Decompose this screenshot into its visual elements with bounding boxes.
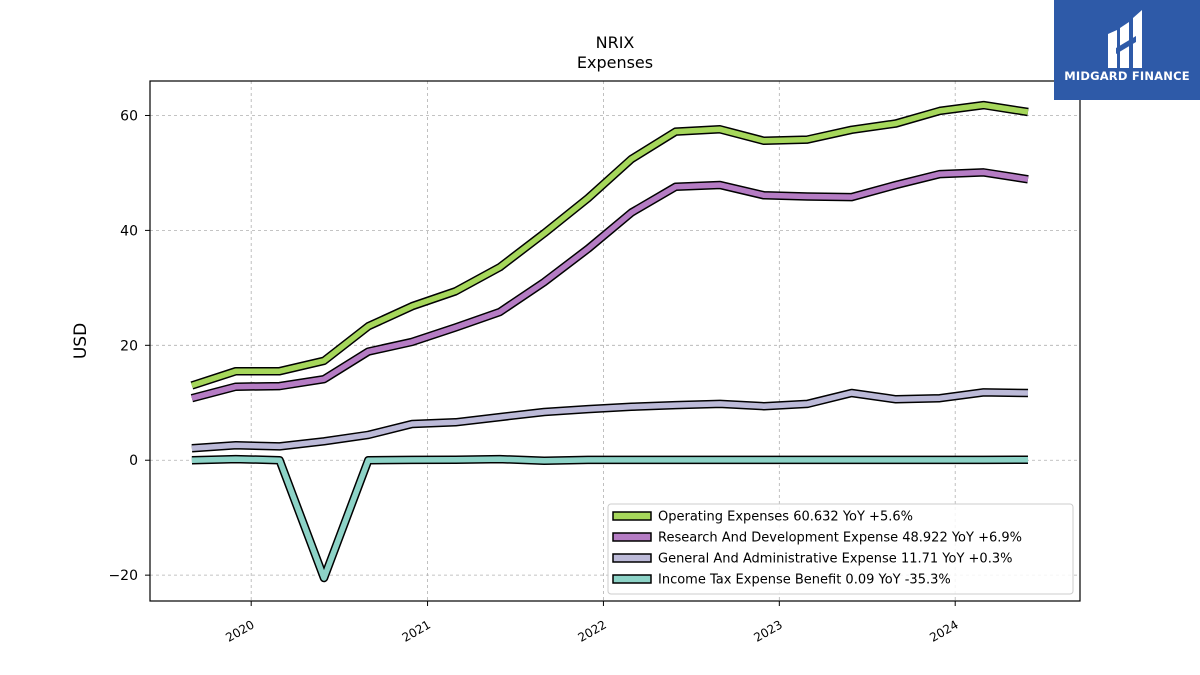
legend-entry: Research And Development Expense 48.922 … xyxy=(658,531,1022,546)
legend-entry: Income Tax Expense Benefit 0.09 YoY -35.… xyxy=(658,573,951,588)
series-line xyxy=(191,389,1029,451)
series-line xyxy=(191,169,1029,401)
y-tick-label: −20 xyxy=(108,568,138,584)
series-line-outline xyxy=(190,100,1029,390)
y-tick-label: 0 xyxy=(129,453,138,469)
legend-box xyxy=(607,503,1074,595)
legend-entry: General And Administrative Expense 11.71… xyxy=(658,552,1012,567)
brand-logo: MIDGARD FINANCE xyxy=(1054,0,1200,100)
series-1 xyxy=(190,168,1029,403)
series-2 xyxy=(191,388,1029,453)
x-tick-label: 2020 xyxy=(223,617,256,644)
legend-swatch xyxy=(612,574,652,584)
y-tick-label: 60 xyxy=(120,108,138,124)
y-tick-label: 20 xyxy=(120,338,138,354)
legend-swatch xyxy=(612,553,652,563)
plot-frame xyxy=(149,80,1081,602)
brand-name: MIDGARD FINANCE xyxy=(1064,69,1190,83)
legend-entry: Operating Expenses 60.632 YoY +5.6% xyxy=(658,510,913,525)
legend-swatch xyxy=(612,511,652,521)
legend: Operating Expenses 60.632 YoY +5.6% Resea… xyxy=(607,503,1074,595)
x-tick-label: 2024 xyxy=(927,617,960,644)
x-tick-label: 2022 xyxy=(575,617,608,644)
y-axis-label: USD xyxy=(71,323,91,359)
chart-title: NRIX xyxy=(596,33,635,52)
series-lines xyxy=(190,100,1029,583)
logo-mark-icon xyxy=(1108,10,1142,68)
legend-swatch xyxy=(612,532,652,542)
series-3 xyxy=(191,454,1029,583)
series-0 xyxy=(190,100,1029,390)
series-line xyxy=(191,102,1029,389)
chart-subtitle: Expenses xyxy=(577,53,653,72)
x-tick-label: 2021 xyxy=(400,617,433,644)
series-line xyxy=(191,456,1029,581)
y-tick-label: 40 xyxy=(120,223,138,239)
x-tick-label: 2023 xyxy=(751,617,784,644)
